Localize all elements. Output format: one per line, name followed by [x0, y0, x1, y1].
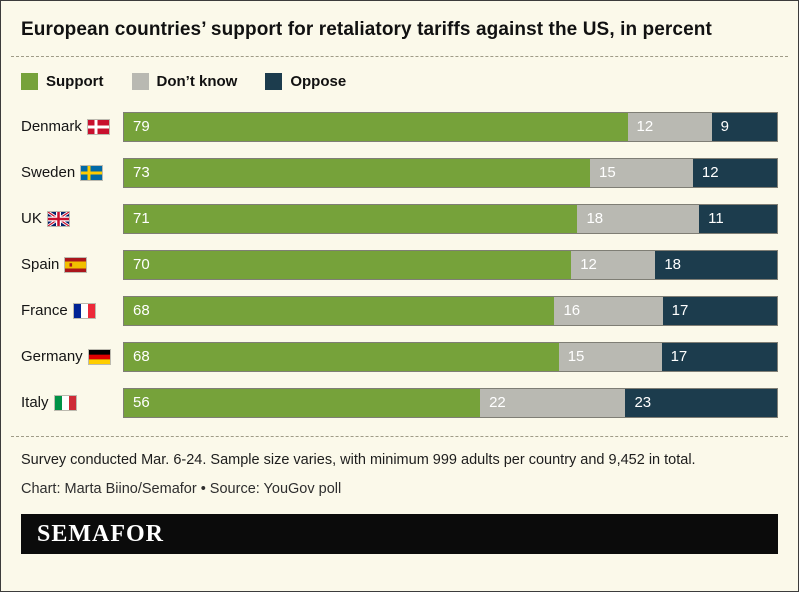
oppose-swatch-icon [265, 72, 283, 90]
bar-row: Italy 56 22 23 [21, 380, 778, 426]
country-label: UK [21, 210, 123, 227]
oppose-segment: 12 [692, 158, 778, 187]
bar-chart: Denmark 79 12 9 Sweden 73 15 12 [1, 100, 798, 436]
top-separator [11, 55, 788, 57]
bar-row: Spain 70 12 18 [21, 242, 778, 288]
dontknow-segment: 18 [577, 204, 700, 233]
segment-value: 22 [489, 394, 506, 412]
dontknow-segment: 12 [571, 250, 656, 279]
segment-value: 15 [598, 164, 616, 182]
support-segment: 73 [124, 158, 590, 187]
segment-value: 9 [720, 118, 730, 136]
bar-row: UK 71 18 11 [21, 196, 778, 242]
legend-label: Don’t know [156, 72, 238, 90]
country-label: Sweden [21, 164, 123, 181]
stacked-bar: 68 16 17 [123, 295, 778, 326]
segment-value: 17 [670, 348, 688, 366]
segment-value: 17 [671, 302, 689, 320]
bar-row: Denmark 79 12 9 [21, 104, 778, 150]
segment-value: 68 [133, 302, 150, 320]
france-flag-icon [72, 302, 96, 319]
segment-value: 68 [133, 348, 150, 366]
segment-value: 11 [708, 210, 724, 228]
country-name: UK [21, 210, 42, 228]
country-label: France [21, 302, 123, 319]
oppose-segment: 23 [625, 388, 777, 417]
legend-label: Oppose [290, 72, 347, 90]
bar-row: Germany 68 15 17 [21, 334, 778, 380]
segment-value: 15 [567, 348, 585, 366]
segment-value: 12 [701, 164, 719, 182]
segment-value: 79 [133, 118, 150, 136]
support-segment: 79 [124, 112, 628, 141]
legend: Support Don’t know Oppose [1, 57, 798, 100]
segment-value: 23 [634, 394, 652, 412]
stacked-bar: 73 15 12 [123, 157, 778, 188]
segment-value: 18 [586, 210, 604, 228]
legend-item-dontknow: Don’t know [131, 72, 238, 90]
dontknow-segment: 15 [558, 342, 662, 371]
stacked-bar: 56 22 23 [123, 387, 778, 418]
dontknow-segment: 12 [627, 112, 712, 141]
oppose-segment: 18 [655, 250, 778, 279]
semafor-logo-text: SEMAFOR [37, 520, 164, 547]
segment-value: 73 [133, 164, 150, 182]
legend-item-support: Support [21, 72, 104, 90]
oppose-segment: 9 [711, 112, 778, 141]
segment-value: 56 [133, 394, 150, 412]
support-segment: 71 [124, 204, 578, 233]
oppose-segment: 11 [699, 204, 777, 233]
sweden-flag-icon [80, 164, 104, 181]
germany-flag-icon [87, 348, 111, 365]
country-label: Germany [21, 348, 123, 365]
dontknow-swatch-icon [131, 72, 149, 90]
bar-row: France 68 16 17 [21, 288, 778, 334]
legend-item-oppose: Oppose [265, 72, 347, 90]
legend-label: Support [46, 72, 104, 90]
oppose-segment: 17 [661, 342, 778, 371]
support-swatch-icon [21, 72, 38, 90]
support-segment: 68 [124, 342, 559, 371]
dontknow-segment: 15 [589, 158, 693, 187]
support-segment: 56 [124, 388, 481, 417]
segment-value: 70 [133, 256, 150, 274]
country-name: Italy [21, 394, 49, 412]
country-name: Sweden [21, 164, 76, 182]
segment-value: 18 [664, 256, 682, 274]
spain-flag-icon [64, 256, 88, 273]
country-label: Spain [21, 256, 123, 273]
bar-row: Sweden 73 15 12 [21, 150, 778, 196]
stacked-bar: 71 18 11 [123, 203, 778, 234]
italy-flag-icon [53, 394, 77, 411]
denmark-flag-icon [86, 118, 110, 135]
semafor-logo: SEMAFOR [21, 514, 778, 555]
stacked-bar: 79 12 9 [123, 111, 778, 142]
oppose-segment: 17 [662, 296, 777, 325]
segment-value: 12 [580, 256, 597, 274]
support-segment: 70 [124, 250, 572, 279]
stacked-bar: 68 15 17 [123, 341, 778, 372]
segment-value: 71 [133, 210, 150, 228]
dontknow-segment: 22 [480, 388, 626, 417]
chart-credit: Chart: Marta Biino/Semafor • Source: You… [21, 480, 342, 497]
dontknow-segment: 16 [554, 296, 663, 325]
bottom-separator [11, 435, 788, 437]
country-name: Denmark [21, 118, 82, 136]
country-name: France [21, 302, 68, 320]
segment-value: 12 [636, 118, 654, 136]
stacked-bar: 70 12 18 [123, 249, 778, 280]
survey-note: Survey conducted Mar. 6-24. Sample size … [21, 451, 696, 468]
country-name: Germany [21, 348, 83, 366]
support-segment: 68 [124, 296, 555, 325]
footer: Survey conducted Mar. 6-24. Sample size … [1, 437, 798, 501]
uk-flag-icon [46, 210, 70, 227]
country-label: Denmark [21, 118, 123, 135]
segment-value: 16 [563, 302, 581, 320]
country-label: Italy [21, 394, 123, 411]
chart-title: European countries’ support for retaliat… [21, 19, 712, 40]
country-name: Spain [21, 256, 60, 274]
